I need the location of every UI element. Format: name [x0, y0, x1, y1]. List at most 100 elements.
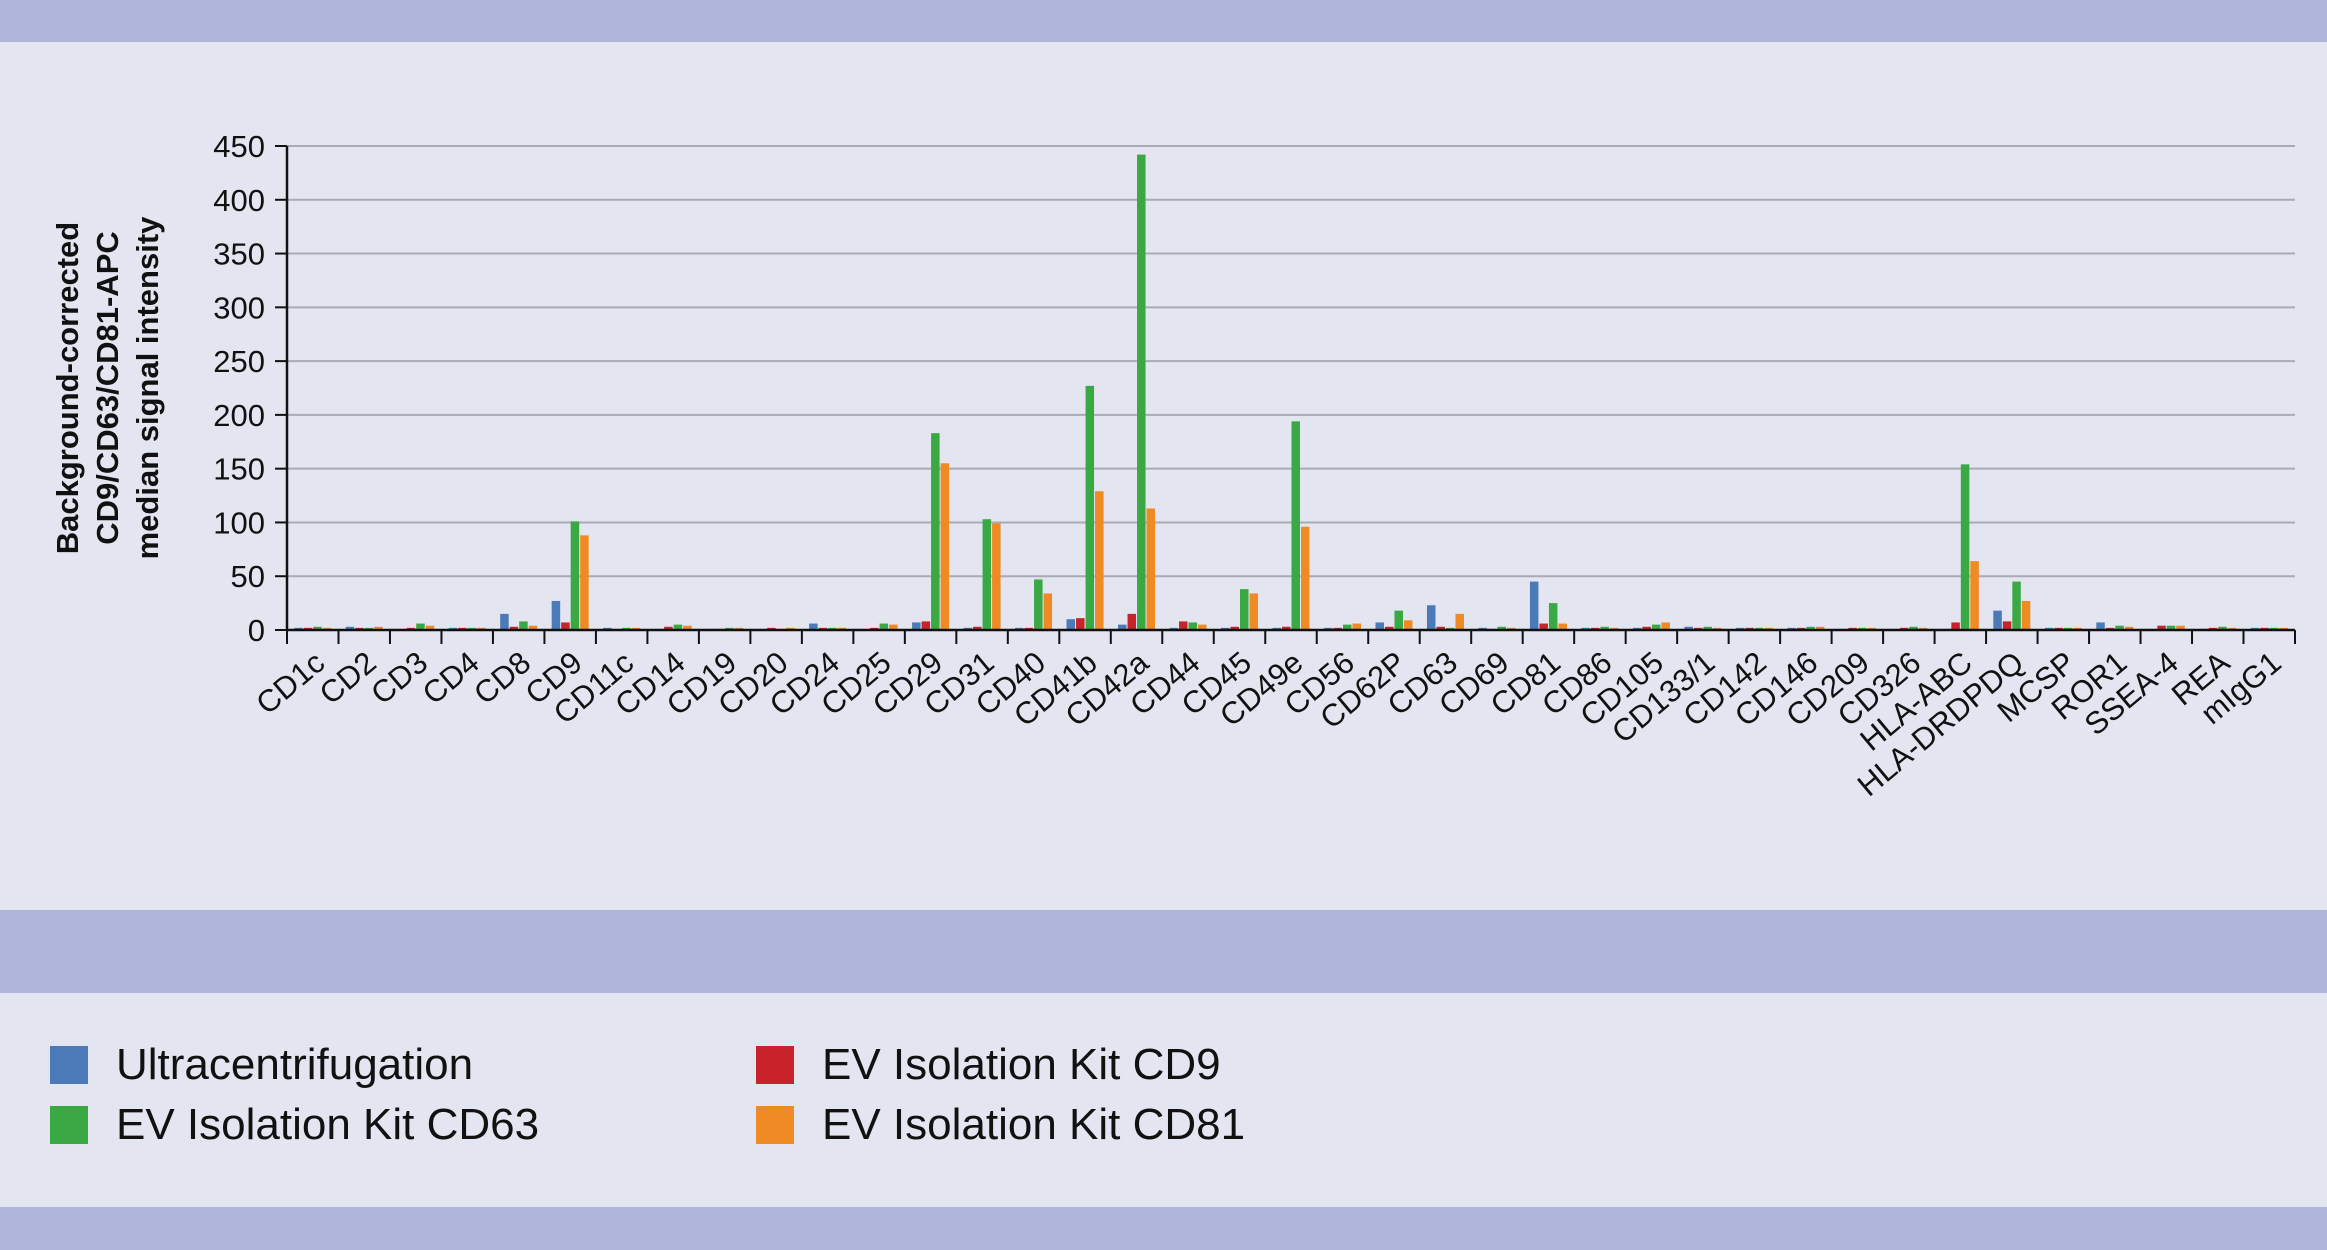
bar-ev-isolation-kit-cd63-cd105: [1651, 624, 1661, 630]
bar-ultracentrifugation-cd133-1: [1684, 626, 1693, 630]
bar-ev-isolation-kit-cd63-cd69: [1497, 626, 1506, 630]
bar-ultracentrifugation-cd24: [809, 623, 818, 630]
bar-ev-isolation-kit-cd63-hla-abc: [1960, 464, 1970, 630]
bar-ev-isolation-kit-cd9-cd42a: [1127, 613, 1137, 630]
bar-ev-isolation-kit-cd9-hla-drdpdq: [2002, 621, 2012, 630]
bar-ultracentrifugation-cd41b: [1066, 619, 1076, 630]
bar-ev-isolation-kit-cd63-cd326: [1909, 626, 1918, 630]
bar-ev-isolation-kit-cd63-cd44: [1188, 622, 1198, 630]
y-tick-label: 50: [231, 559, 265, 594]
bar-ev-isolation-kit-cd9-cd62p: [1384, 626, 1394, 630]
bar-ev-isolation-kit-cd63-cd81: [1548, 603, 1558, 630]
y-axis-label: Background-corrected CD9/CD63/CD81-APC med…: [50, 216, 165, 560]
axes: [285, 146, 2296, 644]
bar-ev-isolation-kit-cd81-cd9: [580, 535, 589, 630]
bar-ev-isolation-kit-cd63-ror1: [2115, 625, 2124, 630]
bar-ev-isolation-kit-cd9-cd8: [509, 626, 519, 630]
bar-ev-isolation-kit-cd9-cd29: [921, 621, 931, 630]
y-tick-label: 150: [213, 452, 265, 487]
bar-ev-isolation-kit-cd63-cd42a: [1137, 154, 1146, 631]
bar-ev-isolation-kit-cd9-cd105: [1642, 626, 1651, 630]
bar-ev-isolation-kit-cd81-cd42a: [1146, 508, 1156, 630]
y-tick-label: 100: [213, 505, 265, 540]
bar-ultracentrifugation-cd2: [345, 626, 355, 630]
bar-ev-isolation-kit-cd9-cd41b: [1076, 618, 1085, 630]
legend-swatch: [756, 1106, 794, 1144]
bar-ev-isolation-kit-cd63-cd45: [1240, 589, 1249, 630]
bar-ev-isolation-kit-cd81-cd40: [1043, 593, 1053, 630]
bar-ultracentrifugation-cd81: [1529, 581, 1539, 630]
legend-swatch: [756, 1046, 794, 1084]
legend-item-kit-cd9: EV Isolation Kit CD9: [756, 1040, 1221, 1090]
bar-ultracentrifugation-cd42a: [1118, 624, 1127, 630]
y-axis-label-line: median signal intensity: [130, 216, 165, 560]
legend-label: EV Isolation Kit CD81: [822, 1100, 1246, 1149]
legend-item-kit-cd63: EV Isolation Kit CD63: [50, 1100, 539, 1150]
bar-ev-isolation-kit-cd81-cd8: [528, 625, 538, 630]
bar-ultracentrifugation-cd62p: [1375, 622, 1384, 630]
y-axis-ticks: 0 50 100 150 200 250 300 350 400 450: [213, 129, 287, 648]
bar-ev-isolation-kit-cd81-cd63: [1455, 613, 1464, 630]
bar-ev-isolation-kit-cd81-cd41b: [1095, 491, 1104, 630]
bar-ev-isolation-kit-cd63-hla-drdpdq: [2012, 581, 2021, 630]
bar-ev-isolation-kit-cd63-cd133-1: [1703, 626, 1712, 630]
bar-ev-isolation-kit-cd9-ssea-4: [2157, 625, 2166, 630]
bar-ev-isolation-kit-cd81-cd146: [1815, 626, 1825, 630]
bar-ev-isolation-kit-cd81-cd45: [1249, 593, 1259, 630]
y-tick-label: 0: [248, 613, 265, 648]
bottom-band: [0, 1207, 2327, 1250]
bar-ev-isolation-kit-cd81-cd56: [1352, 623, 1361, 630]
bar-ev-isolation-kit-cd81-cd105: [1661, 622, 1670, 630]
bar-ev-isolation-kit-cd63-cd62p: [1394, 610, 1403, 630]
bar-ev-isolation-kit-cd9-cd31: [973, 626, 982, 630]
bar-ev-isolation-kit-cd81-cd62p: [1403, 620, 1413, 630]
bar-ev-isolation-kit-cd81-cd31: [992, 523, 1001, 630]
bar-chart: Background-corrected CD9/CD63/CD81-APC med…: [50, 129, 2296, 803]
bar-ev-isolation-kit-cd63-cd40: [1034, 579, 1043, 630]
bar-ev-isolation-kit-cd63-rea: [2218, 626, 2227, 630]
bar-ultracentrifugation-ror1: [2096, 622, 2105, 630]
y-tick-label: 200: [213, 398, 265, 433]
bar-ev-isolation-kit-cd9-cd63: [1436, 626, 1445, 630]
bar-ultracentrifugation-cd63: [1426, 605, 1436, 630]
bar-ev-isolation-kit-cd63-cd1c: [313, 626, 322, 630]
bar-ev-isolation-kit-cd81-cd49e: [1301, 526, 1310, 630]
bar-ev-isolation-kit-cd63-cd25: [879, 623, 889, 630]
bar-ev-isolation-kit-cd81-ssea-4: [2176, 625, 2185, 630]
bar-ev-isolation-kit-cd63-cd8: [519, 621, 528, 630]
y-axis-label-line: Background-corrected: [50, 222, 85, 554]
bar-ev-isolation-kit-cd63-cd14: [673, 624, 683, 630]
gridlines: [287, 145, 2295, 578]
bar-ev-isolation-kit-cd63-cd29: [931, 433, 940, 630]
legend-label: Ultracentrifugation: [116, 1040, 474, 1089]
legend-label: EV Isolation Kit CD9: [822, 1040, 1221, 1089]
bar-ev-isolation-kit-cd81-hla-abc: [1970, 561, 1979, 630]
legend-swatch: [50, 1046, 88, 1084]
bar-ev-isolation-kit-cd63-ssea-4: [2166, 625, 2176, 630]
bar-ev-isolation-kit-cd81-cd14: [683, 625, 692, 630]
bar-ev-isolation-kit-cd9-cd49e: [1282, 626, 1291, 630]
legend-item-ultracentrifugation: Ultracentrifugation: [50, 1040, 473, 1090]
x-axis-ticks: CD1cCD2CD3CD4CD8CD9CD11cCD14CD19CD20CD24…: [249, 644, 2287, 803]
y-axis-label-line: CD9/CD63/CD81-APC: [90, 231, 125, 545]
bar-ev-isolation-kit-cd81-cd44: [1198, 624, 1207, 630]
middle-band: [0, 910, 2327, 993]
bar-ev-isolation-kit-cd63-cd41b: [1085, 385, 1095, 630]
bar-ev-isolation-kit-cd63-cd9: [570, 521, 580, 630]
bar-ultracentrifugation-cd8: [500, 613, 509, 630]
bar-ev-isolation-kit-cd81-cd81: [1558, 623, 1567, 630]
bar-ultracentrifugation-cd9: [551, 600, 561, 630]
bar-ev-isolation-kit-cd63-cd49e: [1291, 421, 1300, 630]
bar-ev-isolation-kit-cd81-cd3: [425, 625, 435, 630]
legend: Ultracentrifugation EV Isolation Kit CD6…: [50, 1040, 1350, 1170]
legend-label: EV Isolation Kit CD63: [116, 1100, 540, 1149]
bar-ultracentrifugation-hla-drdpdq: [1993, 610, 2002, 630]
bars: [294, 154, 2288, 631]
legend-swatch: [50, 1106, 88, 1144]
bar-ev-isolation-kit-cd63-cd31: [982, 519, 992, 630]
bar-ultracentrifugation-cd29: [912, 622, 921, 630]
bar-ev-isolation-kit-cd9-cd81: [1539, 623, 1548, 630]
bar-ev-isolation-kit-cd81-ror1: [2124, 626, 2134, 630]
top-band: [0, 0, 2327, 42]
legend-item-kit-cd81: EV Isolation Kit CD81: [756, 1100, 1245, 1150]
